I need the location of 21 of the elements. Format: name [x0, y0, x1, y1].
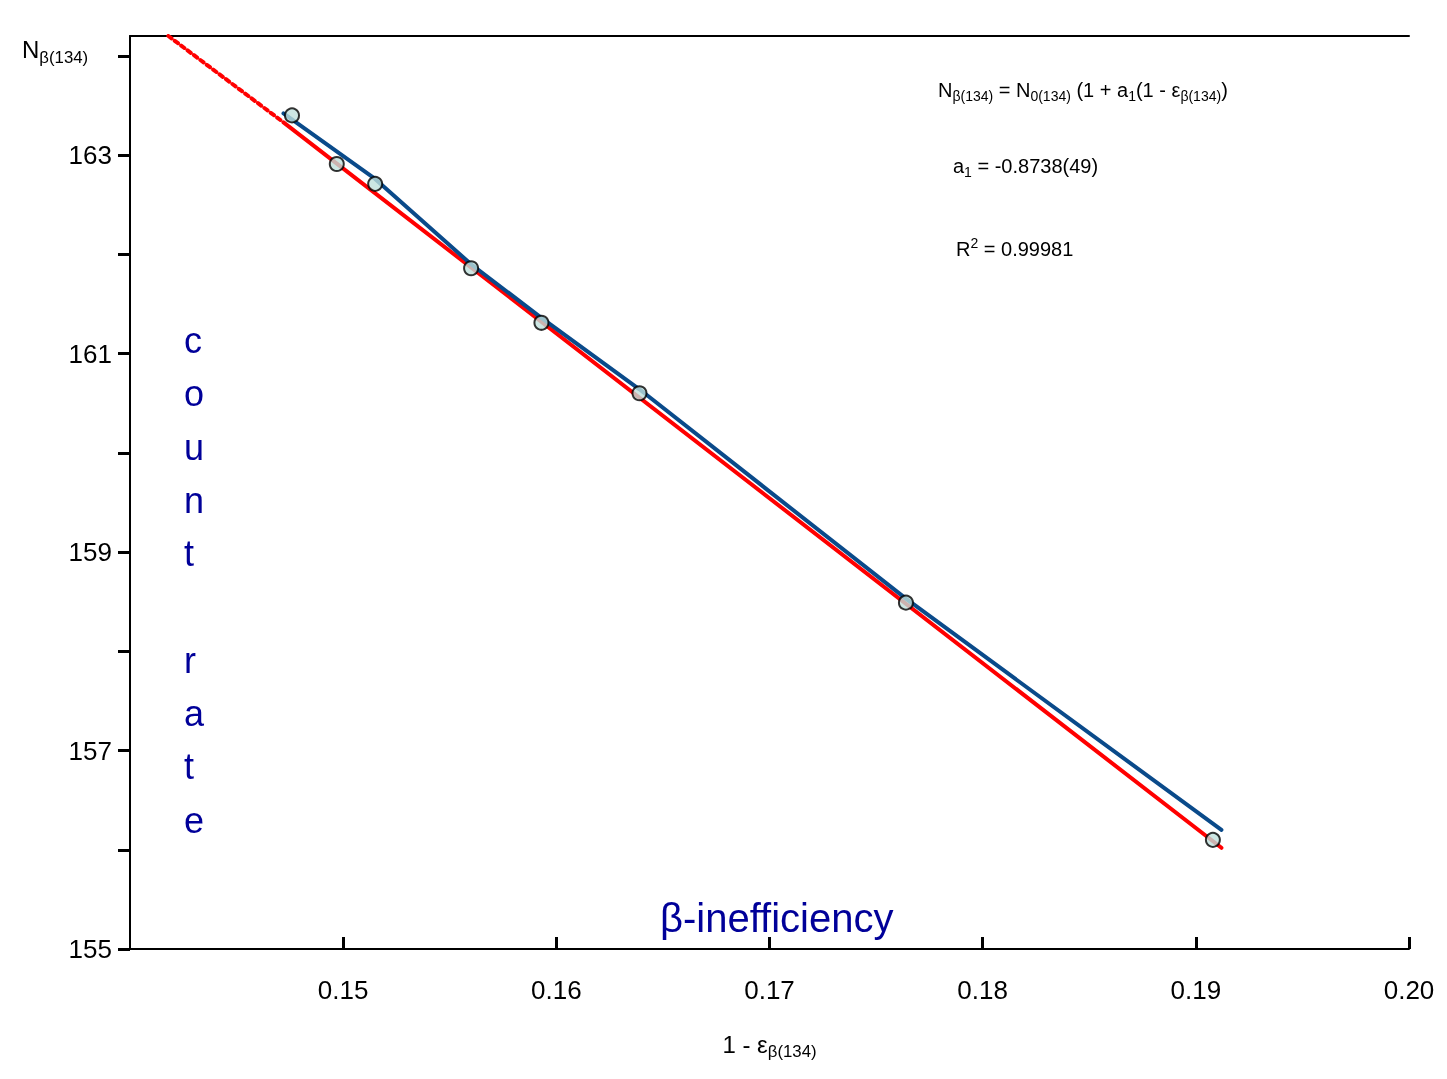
- point: [284, 107, 301, 124]
- point: [897, 594, 914, 611]
- point: [1204, 831, 1221, 848]
- x-tick-label: 0.19: [1170, 975, 1222, 1005]
- annotation: β-inefficiency: [660, 896, 894, 940]
- y-tick-label: 163: [68, 140, 112, 171]
- x-tick-label: 0.17: [744, 975, 795, 1005]
- x-tick-label: 0.16: [531, 975, 582, 1005]
- x-tick-label: 0.15: [317, 975, 369, 1005]
- point: [463, 260, 480, 277]
- x-tick-label: 0.18: [957, 975, 1008, 1005]
- y-tick-label: 159: [68, 537, 112, 568]
- x-tick-label: 0.20: [1383, 975, 1435, 1005]
- point: [631, 385, 648, 402]
- point: [328, 156, 345, 173]
- point: [367, 175, 384, 192]
- text: count rate: [184, 320, 205, 841]
- y-tick-label: 157: [68, 735, 112, 766]
- point: [533, 314, 550, 331]
- y-tick-label: 155: [68, 934, 112, 964]
- y-tick-label: 161: [68, 338, 112, 369]
